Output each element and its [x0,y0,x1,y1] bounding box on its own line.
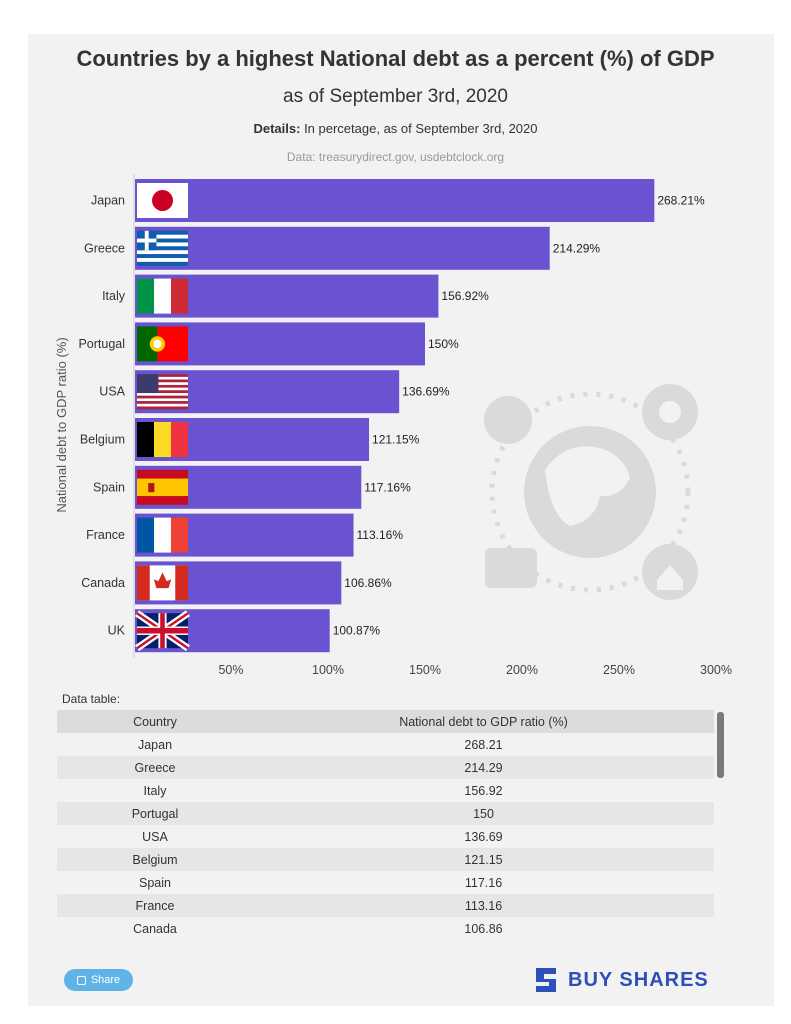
share-icon [76,975,86,985]
y-category-label: USA [99,385,125,399]
y-category-label: Canada [81,576,125,590]
table-row: Canada 106.86 [57,917,714,935]
france-flag-icon [137,517,188,553]
brand-logo: BUY SHARES [532,965,709,995]
bar-value-label: 113.16% [357,528,404,542]
y-category-label: Portugal [78,337,125,351]
table-cell-country: Spain [139,875,171,890]
table-cell-country: USA [142,829,168,844]
table-row: Belgium 121.15 [57,848,714,871]
table-cell-country: Belgium [57,848,253,871]
spain-flag-icon [137,469,188,505]
chart-details: Details: In percetage, as of September 3… [0,121,791,136]
bar-value-label: 100.87% [333,624,381,638]
canada-flag-icon [137,565,188,601]
y-category-label: UK [108,624,126,638]
table-cell-ratio: 106.86 [464,921,503,935]
details-text: In percetage, as of September 3rd, 2020 [300,121,538,136]
table-row: Spain 117.16 [57,871,714,894]
brand-name: BUY SHARES [568,968,709,991]
bar-greece[interactable] [135,226,550,270]
table-cell-country: Portugal [57,802,253,825]
table-row: France 113.16 [57,894,714,917]
x-tick-label: 300% [700,663,732,677]
table-cell-ratio: 214.29 [253,756,714,779]
table-cell-ratio: 113.16 [253,894,714,917]
x-tick-label: 50% [218,663,243,677]
y-category-label: Greece [84,241,125,255]
table-header-country: Country [57,710,253,733]
x-tick-label: 150% [409,663,441,677]
table-header-row: Country National debt to GDP ratio (%) [57,710,714,733]
table-cell-ratio: 156.92 [464,783,503,798]
portugal-flag-icon [137,326,188,362]
chart-title: Countries by a highest National debt as … [76,46,715,71]
bar-value-label: 156.92% [441,289,489,303]
table-cell-ratio: 121.15 [253,848,714,871]
bar-value-label: 121.15% [372,433,420,447]
table-cell-country: Greece [57,756,253,779]
bar-chart: Japan Greece Italy Portugal USA Belgium Spain F… [78,174,732,677]
table-cell-country: Italy [143,783,167,798]
uk-flag-icon [135,610,190,652]
table-cell-country: Canada [133,921,177,935]
bar-value-label: 136.69% [402,385,450,399]
y-category-label: Spain [93,480,125,494]
chart-subtitle: as of September 3rd, 2020 [283,86,508,107]
bar-value-label: 268.21% [657,194,705,208]
y-category-label: Japan [91,194,125,208]
bar-value-label: 106.86% [344,576,392,590]
globe-watermark-icon [484,384,698,600]
bar-value-label: 117.16% [364,480,411,494]
japan-flag-icon [137,183,188,218]
buy-shares-logo-icon [536,968,556,992]
table-cell-ratio: 150 [253,802,714,825]
share-label: Share [90,974,121,986]
share-button[interactable]: Share [64,969,133,991]
x-tick-label: 250% [603,663,635,677]
bar-value-label: 214.29% [553,241,601,255]
table-row: Greece 214.29 [57,756,714,779]
data-table-container[interactable]: Country National debt to GDP ratio (%) J… [57,710,714,934]
table-cell-country: Japan [137,737,173,752]
belgium-flag-icon [137,422,188,457]
chart-source: Data: treasurydirect.gov, usdebtclock.or… [286,150,505,164]
details-label: Details: [253,121,301,136]
x-tick-label: 200% [506,663,538,677]
table-row: USA 136.69 [57,825,714,848]
greece-flag-icon [137,230,188,266]
table-row: Portugal 150 [57,802,714,825]
table-row: Japan 268.21 [57,733,714,756]
table-cell-ratio: 117.16 [464,875,503,890]
italy-flag-icon [137,278,188,314]
usa-flag-icon [137,374,188,410]
bar-japan[interactable] [135,179,655,222]
table-cell-ratio: 268.21 [464,737,503,752]
table-row: Italy 156.92 [57,779,714,802]
table-cell-country: France [57,894,253,917]
y-category-label: Belgium [80,433,125,447]
data-table: Country National debt to GDP ratio (%) J… [57,710,714,934]
y-category-label: France [86,528,125,542]
y-category-label: Italy [102,289,126,303]
bar-value-label: 150% [428,337,459,351]
table-header-ratio: National debt to GDP ratio (%) [253,710,714,733]
table-scrollbar[interactable] [717,712,724,778]
data-table-label: Data table: [62,692,121,706]
table-cell-ratio: 136.69 [464,829,503,844]
x-tick-label: 100% [312,663,344,677]
